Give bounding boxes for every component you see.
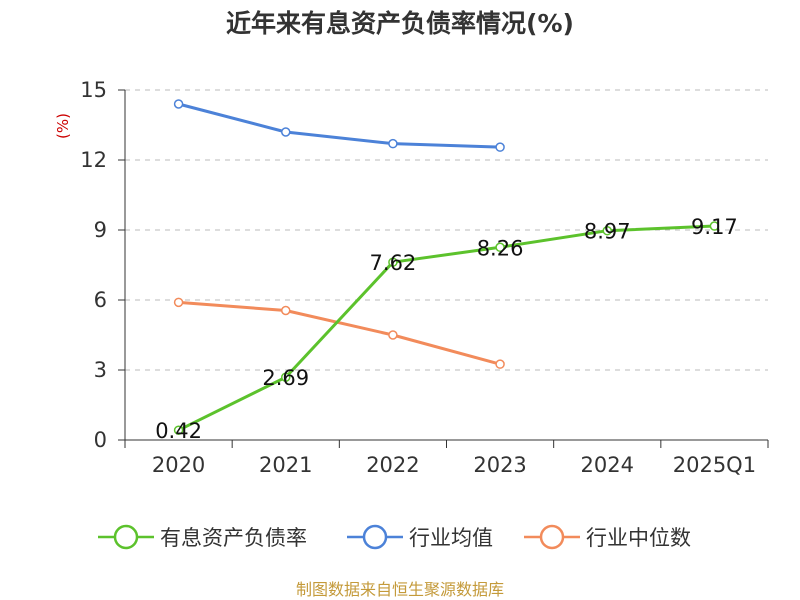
series-1-point-0 [173,99,184,109]
data-label-5: 9.17 [691,215,738,239]
legend-marker-2 [539,524,565,550]
series-0-point-2 [388,257,398,267]
data-label-1: 2.69 [262,366,309,390]
y-tick-label-12: 12 [80,148,107,172]
data-label-3: 8.26 [477,236,524,260]
series-2-point-1 [281,305,291,316]
y-tick-label-9: 9 [94,218,107,242]
series-line-0 [177,224,715,432]
x-axis-ticks: 2020 2021 2022 2023 2024 2025Q1 [124,440,769,477]
source-note: 制图数据来自恒生聚源数据库 [296,580,504,599]
legend-label-2: 行业中位数 [586,526,691,550]
series-0-point-0 [173,425,184,435]
series-2-point-3 [495,359,505,369]
legend-label-0: 有息资产负债率 [160,526,307,550]
data-label-2: 7.62 [370,251,417,275]
series-2-point-2 [388,330,398,340]
legend: 有息资产负债率 行业均值 行业中位数 [98,524,691,550]
y-tick-label-15: 15 [80,78,107,102]
y-tick-label-6: 6 [94,288,107,312]
x-tick-label-2021: 2021 [259,453,312,477]
series-0-point-4 [602,225,612,236]
x-tick-label-2023: 2023 [473,453,526,477]
series-0-point-5 [709,221,720,231]
chart-title: 近年来有息资产负债率情况(%) [226,9,574,38]
series-1-point-3 [495,142,505,152]
y-tick-label-3: 3 [94,358,107,382]
series-line-2 [178,300,501,366]
series-1-point-1 [281,127,291,137]
series-line-1 [178,102,501,149]
series-1-point-2 [388,138,398,149]
axes [124,90,768,441]
legend-marker-1 [362,524,388,550]
series-2-point-0 [173,297,184,308]
x-tick-label-2024: 2024 [581,453,634,477]
data-labels: 0.42 2.69 7.62 8.26 8.97 9.17 [155,215,738,443]
data-label-4: 8.97 [584,220,631,244]
y-axis-ticks: 0 3 6 9 12 15 [80,78,125,452]
series-0-point-3 [495,242,505,253]
y-axis-label: (%) [54,113,72,139]
series-0-point-1 [281,372,291,382]
legend-label-1: 行业均值 [409,526,493,550]
x-tick-label-2022: 2022 [366,453,419,477]
legend-marker-0 [113,524,139,550]
x-tick-label-2020: 2020 [152,453,205,477]
series-group [173,99,720,435]
y-tick-label-0: 0 [94,428,107,452]
data-label-0: 0.42 [155,419,202,443]
x-tick-label-2025Q1: 2025Q1 [673,453,756,477]
grid-lines [125,89,768,371]
